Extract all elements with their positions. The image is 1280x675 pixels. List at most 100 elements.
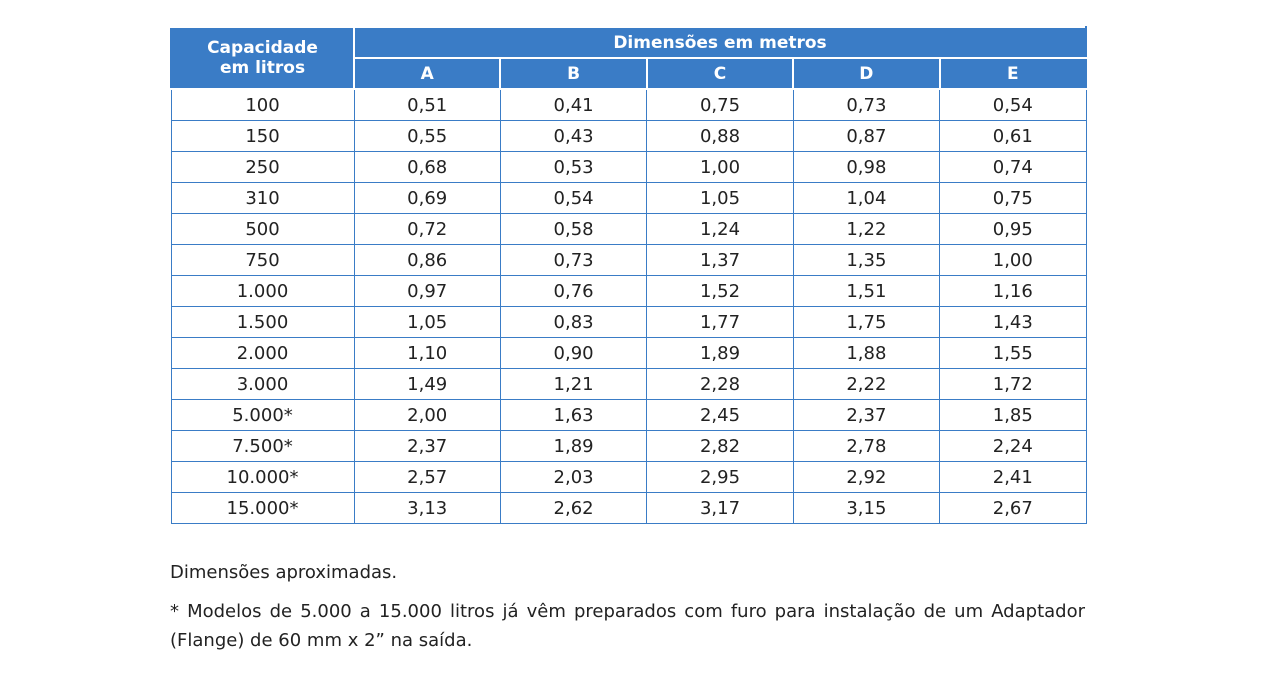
dimension-cell-c: 2,95 bbox=[646, 461, 794, 493]
dimension-cell-c: 1,77 bbox=[646, 306, 794, 338]
capacity-cell: 100 bbox=[170, 88, 355, 121]
capacity-cell: 2.000 bbox=[170, 337, 355, 369]
dimension-cell-e: 0,75 bbox=[939, 182, 1087, 214]
dimension-cell-b: 0,53 bbox=[499, 151, 648, 183]
dimension-cell-c: 1,05 bbox=[646, 182, 794, 214]
table-row: 150 0,55 0,43 0,88 0,87 0,61 bbox=[170, 120, 1087, 152]
dimension-cell-a: 0,86 bbox=[353, 244, 501, 276]
capacity-cell: 5.000* bbox=[170, 399, 355, 431]
capacity-column-header: Capacidade em litros bbox=[170, 26, 355, 90]
column-header-d: D bbox=[792, 57, 941, 90]
dimension-cell-c: 1,24 bbox=[646, 213, 794, 245]
dimension-cell-e: 1,00 bbox=[939, 244, 1087, 276]
dimension-cell-e: 1,85 bbox=[939, 399, 1087, 431]
dimension-cell-e: 1,55 bbox=[939, 337, 1087, 369]
dimension-cell-e: 0,74 bbox=[939, 151, 1087, 183]
dimension-cell-a: 0,97 bbox=[353, 275, 501, 307]
dimension-cell-b: 0,83 bbox=[499, 306, 648, 338]
dimension-cell-c: 1,52 bbox=[646, 275, 794, 307]
table-row: 7.500* 2,37 1,89 2,82 2,78 2,24 bbox=[170, 430, 1087, 462]
table-row: 1.500 1,05 0,83 1,77 1,75 1,43 bbox=[170, 306, 1087, 338]
approximate-dimensions-note: Dimensões aproximadas. bbox=[170, 562, 398, 583]
table-body: 100 0,51 0,41 0,75 0,73 0,54 150 0,55 0,43 0,88 0,… bbox=[170, 88, 1087, 524]
table-row: 250 0,68 0,53 1,00 0,98 0,74 bbox=[170, 151, 1087, 183]
capacity-cell: 750 bbox=[170, 244, 355, 276]
dimension-cell-e: 1,43 bbox=[939, 306, 1087, 338]
dimension-cell-d: 0,98 bbox=[792, 151, 941, 183]
dimension-cell-e: 0,54 bbox=[939, 88, 1087, 121]
capacity-cell: 10.000* bbox=[170, 461, 355, 493]
dimension-cell-d: 1,22 bbox=[792, 213, 941, 245]
footnote-flange: * Modelos de 5.000 a 15.000 litros já vê… bbox=[170, 601, 1085, 651]
dimension-cell-a: 0,51 bbox=[353, 88, 501, 121]
dimension-cell-d: 2,22 bbox=[792, 368, 941, 400]
dimension-cell-c: 3,17 bbox=[646, 492, 794, 524]
capacity-header-line-2: em litros bbox=[219, 58, 306, 78]
dimension-cell-e: 2,41 bbox=[939, 461, 1087, 493]
dimension-cell-a: 2,57 bbox=[353, 461, 501, 493]
dimension-cell-e: 2,67 bbox=[939, 492, 1087, 524]
column-header-b: B bbox=[499, 57, 648, 90]
notes: Dimensões aproximadas. * Modelos de 5.00… bbox=[170, 562, 1085, 655]
dimension-cell-b: 0,76 bbox=[499, 275, 648, 307]
dimension-cell-d: 0,87 bbox=[792, 120, 941, 152]
dimension-cell-d: 2,37 bbox=[792, 399, 941, 431]
dimension-cell-b: 1,63 bbox=[499, 399, 648, 431]
header-row-letters: A B C D E bbox=[171, 57, 1088, 90]
dimension-cell-d: 3,15 bbox=[792, 492, 941, 524]
table-row: 100 0,51 0,41 0,75 0,73 0,54 bbox=[170, 88, 1087, 121]
dimension-cell-e: 0,95 bbox=[939, 213, 1087, 245]
dimension-cell-a: 2,37 bbox=[353, 430, 501, 462]
dimension-cell-c: 0,88 bbox=[646, 120, 794, 152]
table-row: 3.000 1,49 1,21 2,28 2,22 1,72 bbox=[170, 368, 1087, 400]
dimension-cell-e: 2,24 bbox=[939, 430, 1087, 462]
dimension-cell-c: 0,75 bbox=[646, 88, 794, 121]
dimension-cell-d: 1,51 bbox=[792, 275, 941, 307]
capacity-cell: 150 bbox=[170, 120, 355, 152]
column-header-e: E bbox=[938, 57, 1088, 90]
dimension-cell-b: 0,90 bbox=[499, 337, 648, 369]
table-header: Capacidade em litros Dimensões em metros… bbox=[170, 26, 1088, 90]
table-row: 5.000* 2,00 1,63 2,45 2,37 1,85 bbox=[170, 399, 1087, 431]
dimension-cell-a: 1,10 bbox=[353, 337, 501, 369]
capacity-cell: 310 bbox=[170, 182, 355, 214]
dimension-cell-d: 1,75 bbox=[792, 306, 941, 338]
dimension-cell-c: 2,82 bbox=[646, 430, 794, 462]
dimension-cell-d: 2,92 bbox=[792, 461, 941, 493]
dimension-cell-a: 0,68 bbox=[353, 151, 501, 183]
dimension-cell-b: 0,73 bbox=[499, 244, 648, 276]
capacity-header-line-1: Capacidade bbox=[207, 38, 318, 58]
capacity-cell: 500 bbox=[170, 213, 355, 245]
dimensions-group-header: Dimensões em metros bbox=[352, 26, 1088, 59]
dimension-cell-a: 0,55 bbox=[353, 120, 501, 152]
table-row: 1.000 0,97 0,76 1,52 1,51 1,16 bbox=[170, 275, 1087, 307]
dimension-cell-d: 1,04 bbox=[792, 182, 941, 214]
dimension-cell-b: 0,43 bbox=[499, 120, 648, 152]
dimension-cell-c: 2,28 bbox=[646, 368, 794, 400]
dimension-cell-c: 1,37 bbox=[646, 244, 794, 276]
dimension-cell-d: 1,35 bbox=[792, 244, 941, 276]
dimension-cell-a: 2,00 bbox=[353, 399, 501, 431]
capacity-cell: 7.500* bbox=[170, 430, 355, 462]
dimension-cell-b: 0,58 bbox=[499, 213, 648, 245]
dimension-cell-d: 1,88 bbox=[792, 337, 941, 369]
dimension-cell-b: 1,89 bbox=[499, 430, 648, 462]
dimension-cell-a: 0,69 bbox=[353, 182, 501, 214]
dimension-cell-c: 2,45 bbox=[646, 399, 794, 431]
header-row-group: Capacidade em litros Dimensões em metros bbox=[170, 26, 1088, 90]
dimension-cell-a: 0,72 bbox=[353, 213, 501, 245]
capacity-cell: 1.500 bbox=[170, 306, 355, 338]
dimension-cell-a: 1,05 bbox=[353, 306, 501, 338]
dimensions-table-wrapper: Capacidade em litros Dimensões em metros… bbox=[170, 26, 1088, 524]
dimension-cell-e: 1,16 bbox=[939, 275, 1087, 307]
capacity-cell: 1.000 bbox=[170, 275, 355, 307]
dimension-cell-a: 1,49 bbox=[353, 368, 501, 400]
dimension-cell-b: 2,03 bbox=[499, 461, 648, 493]
dimension-cell-c: 1,89 bbox=[646, 337, 794, 369]
dimension-cell-e: 0,61 bbox=[939, 120, 1087, 152]
dimension-cell-c: 1,00 bbox=[646, 151, 794, 183]
dimension-cell-a: 3,13 bbox=[353, 492, 501, 524]
dimension-cell-b: 0,41 bbox=[499, 88, 648, 121]
dimension-cell-e: 1,72 bbox=[939, 368, 1087, 400]
dimension-cell-d: 0,73 bbox=[792, 88, 941, 121]
